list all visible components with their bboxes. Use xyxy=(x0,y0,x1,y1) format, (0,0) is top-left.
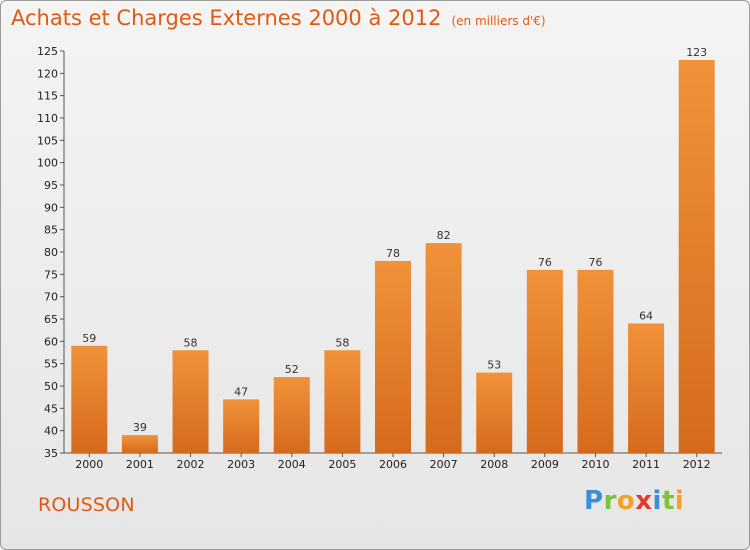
x-tick-label: 2000 xyxy=(75,458,103,471)
bar-value-label: 39 xyxy=(133,421,147,434)
x-tick-label: 2009 xyxy=(531,458,559,471)
y-tick-label: 85 xyxy=(44,224,58,237)
bar xyxy=(223,399,260,453)
bar xyxy=(678,59,715,453)
bar xyxy=(425,243,462,453)
y-tick-label: 45 xyxy=(44,402,58,415)
bar-value-label: 76 xyxy=(588,256,602,269)
bar-value-label: 76 xyxy=(538,256,552,269)
bar-value-label: 78 xyxy=(386,247,400,260)
x-tick-label: 2007 xyxy=(430,458,458,471)
y-tick-label: 125 xyxy=(37,45,58,58)
y-tick-label: 120 xyxy=(37,67,58,80)
bar-value-label: 52 xyxy=(285,363,299,376)
y-tick-label: 55 xyxy=(44,358,58,371)
bar-value-label: 53 xyxy=(487,359,501,372)
bar-value-label: 58 xyxy=(184,336,198,349)
bar xyxy=(273,377,310,453)
bar-value-label: 64 xyxy=(639,309,653,322)
bar-value-label: 82 xyxy=(437,229,451,242)
y-tick-label: 40 xyxy=(44,425,58,438)
bar xyxy=(172,350,209,453)
chart-subtitle: (en milliers d'€) xyxy=(451,14,546,28)
x-tick-label: 2004 xyxy=(278,458,306,471)
x-tick-label: 2012 xyxy=(683,458,711,471)
logo-letter: P xyxy=(584,486,604,516)
logo-letter: i xyxy=(674,486,685,516)
y-tick-label: 95 xyxy=(44,179,58,192)
logo-letter: t xyxy=(661,486,675,516)
x-tick-label: 2008 xyxy=(480,458,508,471)
bar xyxy=(324,350,361,453)
y-tick-label: 115 xyxy=(37,90,58,103)
bar xyxy=(375,260,411,453)
bar-value-label: 59 xyxy=(82,332,96,345)
place-name: ROUSSON xyxy=(38,494,135,516)
y-tick-label: 70 xyxy=(44,291,58,304)
y-tick-label: 75 xyxy=(44,268,58,281)
x-tick-label: 2010 xyxy=(581,458,609,471)
x-tick-label: 2003 xyxy=(227,458,255,471)
chart-title: Achats et Charges Externes 2000 à 2012 (e… xyxy=(11,6,546,30)
proxiti-logo: Proxiti xyxy=(584,486,684,516)
y-tick-label: 65 xyxy=(44,313,58,326)
y-tick-label: 90 xyxy=(44,201,58,214)
y-tick-label: 80 xyxy=(44,246,58,259)
logo-letter: r xyxy=(603,486,617,516)
x-tick-label: 2011 xyxy=(632,458,660,471)
x-tick-label: 2006 xyxy=(379,458,407,471)
y-tick-label: 60 xyxy=(44,335,58,348)
x-tick-label: 2001 xyxy=(126,458,154,471)
bar xyxy=(121,435,158,453)
y-tick-label: 110 xyxy=(37,112,58,125)
bar xyxy=(526,269,563,453)
bar xyxy=(476,372,513,453)
y-tick-label: 105 xyxy=(37,134,58,147)
bar-value-label: 58 xyxy=(335,336,349,349)
y-tick-label: 50 xyxy=(44,380,58,393)
x-tick-label: 2002 xyxy=(177,458,205,471)
y-tick-label: 35 xyxy=(44,447,58,460)
logo-letter: i xyxy=(652,486,662,516)
x-tick-label: 2005 xyxy=(328,458,356,471)
bar xyxy=(628,323,665,453)
bar-value-label: 123 xyxy=(686,46,707,59)
bar-value-label: 47 xyxy=(234,385,248,398)
logo-letter: o xyxy=(616,486,636,516)
y-tick-label: 100 xyxy=(37,157,58,170)
bar xyxy=(577,269,614,453)
logo-letter: x xyxy=(635,486,653,516)
bar xyxy=(71,345,108,453)
